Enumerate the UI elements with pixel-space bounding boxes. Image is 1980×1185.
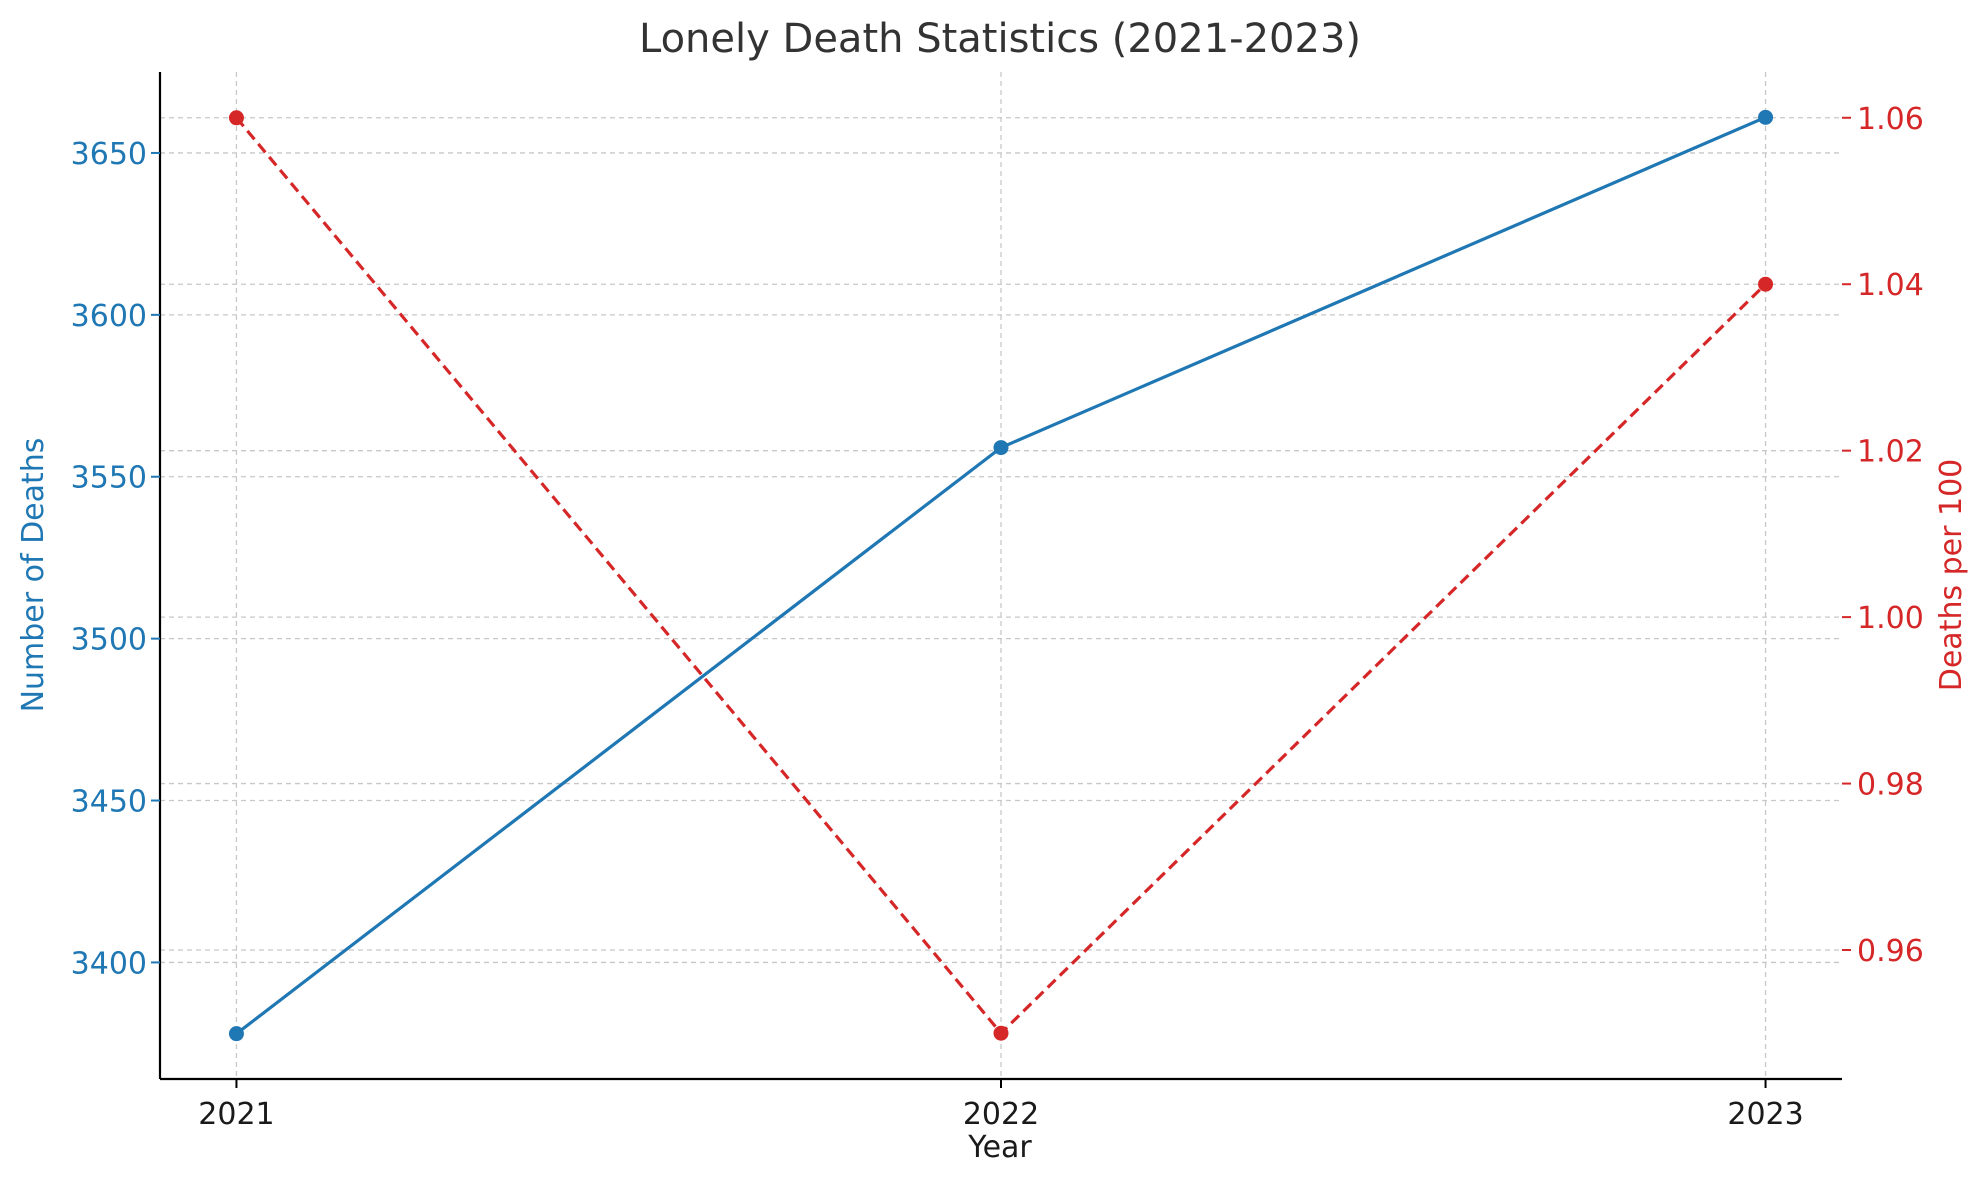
right-y-tick-label: 1.02	[1857, 435, 1924, 470]
data-point-left-2022	[993, 440, 1009, 456]
right-y-tick-label: 1.00	[1857, 601, 1924, 636]
left-y-tick-label: 3450	[71, 785, 147, 820]
left-y-axis-label: Number of Deaths	[16, 438, 51, 713]
left-y-tick-label: 3600	[71, 299, 147, 334]
left-y-tick-label: 3400	[71, 946, 147, 981]
x-tick-label: 2023	[1727, 1097, 1803, 1132]
data-point-right-2023	[1758, 276, 1774, 292]
left-y-tick-label: 3650	[71, 137, 147, 172]
data-point-left-2021	[228, 1026, 244, 1042]
x-tick-label: 2022	[963, 1097, 1039, 1132]
chart-title: Lonely Death Statistics (2021-2023)	[639, 16, 1361, 62]
left-y-tick-label: 3500	[71, 623, 147, 658]
axes-layer: 2021 2022 2023 3400 3450 3500 3550 3600 3650 0.96…	[71, 72, 1924, 1132]
x-axis-label: Year	[967, 1130, 1032, 1165]
data-point-right-2021	[228, 110, 244, 126]
right-y-tick-label: 1.04	[1857, 268, 1924, 303]
left-y-tick-label: 3550	[71, 461, 147, 496]
right-y-tick-label: 0.96	[1857, 934, 1924, 969]
data-point-right-2022	[993, 1025, 1009, 1041]
right-y-tick-label: 1.06	[1857, 102, 1924, 137]
grid-layer	[160, 72, 1842, 1079]
right-y-tick-label: 0.98	[1857, 768, 1924, 803]
data-point-left-2023	[1758, 109, 1774, 125]
x-tick-label: 2021	[198, 1097, 274, 1132]
series-layer	[228, 109, 1774, 1042]
right-y-axis-label: Deaths per 100	[1934, 459, 1969, 692]
